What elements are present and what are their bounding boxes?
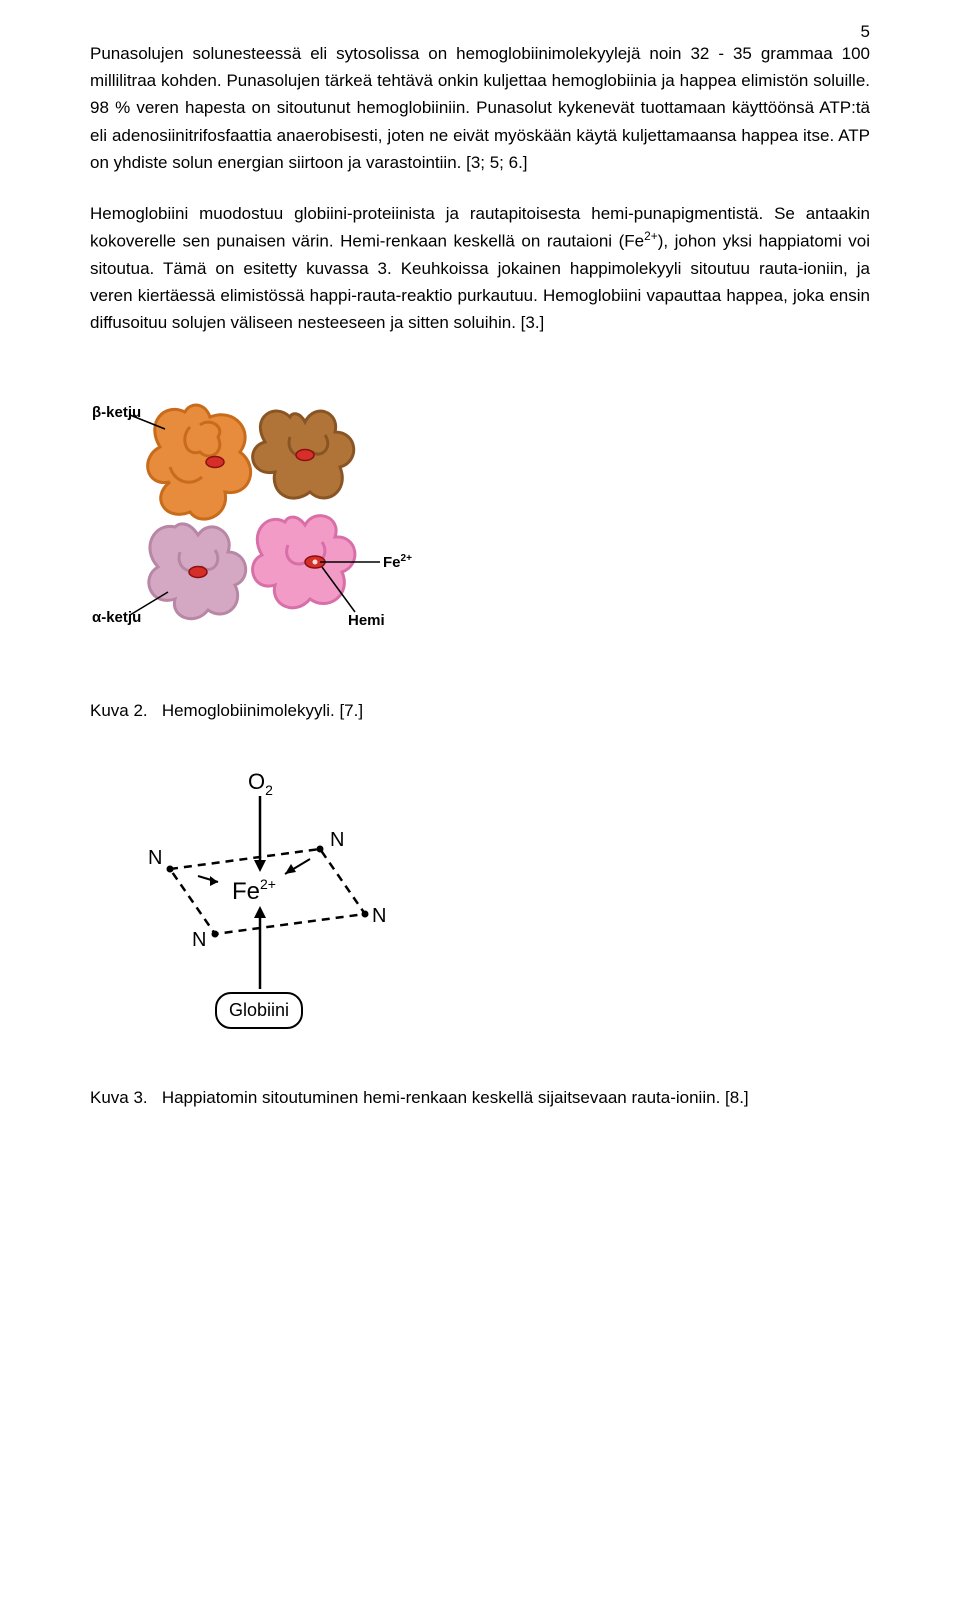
heme-dot-1 [206,456,224,467]
n-label-br: N [372,905,386,927]
globiini-arrow-head [254,906,266,918]
fig2-caption-prefix: Kuva 3. [90,1088,148,1107]
heme-center [313,559,318,564]
alpha-label: α-ketju [92,609,141,626]
hemi-label: Hemi [348,612,385,629]
p2-superscript: 2+ [644,229,658,243]
beta-chain-left [148,405,251,519]
o2-arrow-head [254,860,266,872]
n-dot-bl [212,930,219,937]
fe-center-label: Fe2+ [232,876,276,905]
fig1-caption-text: Hemoglobiinimolekyyli. [7.] [162,701,363,720]
figure-1: β-ketju α-ketju Hemi Fe2+ Kuva 2. Hemogl… [90,367,870,724]
fe-label: Fe2+ [383,553,412,571]
hemoglobin-diagram: β-ketju α-ketju Hemi Fe2+ [90,367,470,667]
heme-dot-2 [296,449,314,460]
beta-left-shape [148,405,251,519]
fig1-caption-prefix: Kuva 2. [90,701,148,720]
figure-2-caption: Kuva 3. Happiatomin sitoutuminen hemi-re… [90,1084,870,1111]
n-label-bl: N [192,929,206,951]
beta-label: β-ketju [92,404,141,421]
figure-1-caption: Kuva 2. Hemoglobiinimolekyyli. [7.] [90,697,870,724]
heme-binding-diagram: Fe2+ O2 N N N N Globiini [120,764,400,1044]
paragraph-1: Punasolujen solunesteessä eli sytosoliss… [90,40,870,176]
n-dot-tl [167,865,174,872]
heme-dot-3 [189,566,207,577]
figure-2: Fe2+ O2 N N N N Globiini Kuva 3. Happiat… [90,764,870,1111]
paragraph-2: Hemoglobiini muodostuu globiini-proteiin… [90,200,870,337]
globiini-label: Globiini [215,992,303,1029]
o2-label: O2 [248,769,273,798]
n-dot-br [362,910,369,917]
page-number: 5 [861,18,870,45]
n-label-tr: N [330,829,344,851]
n-dot-tr [317,845,324,852]
fig2-caption-text: Happiatomin sitoutuminen hemi-renkaan ke… [162,1088,749,1107]
n-label-tl: N [148,847,162,869]
